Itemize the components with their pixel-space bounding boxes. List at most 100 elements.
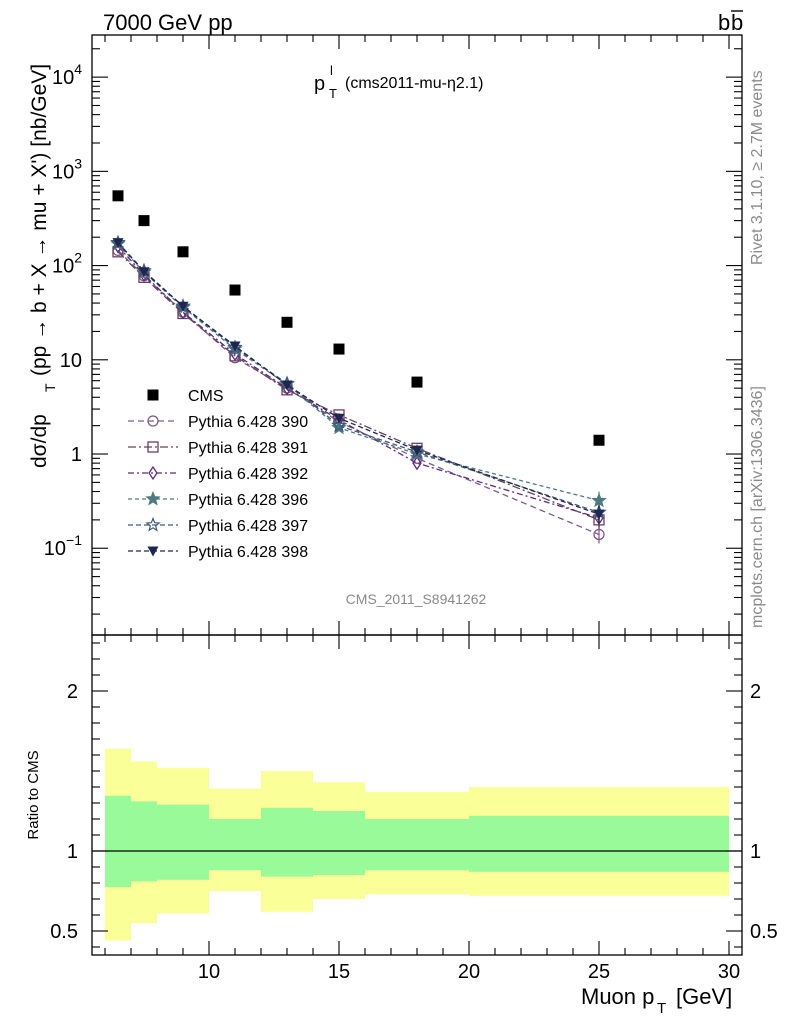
ratio-inner-band <box>131 801 157 882</box>
series-pythia-5 <box>110 234 607 522</box>
plot-title: p l T (cms2011-mu-η2.1) <box>314 63 483 101</box>
data-point <box>112 238 124 249</box>
ratio-inner-band <box>209 819 261 871</box>
plot-title-sub: T <box>329 86 337 101</box>
series-cms <box>112 190 605 446</box>
x-axis-label-main: Muon p <box>581 984 654 1009</box>
header-process-label: b b <box>718 10 743 35</box>
data-point <box>138 215 150 227</box>
data-point <box>593 528 605 541</box>
spectrum-panel: CMS Pythia 6.428 390 Pythia 6.428 391 Pythi… <box>28 34 743 636</box>
y-tick-label: 10 <box>60 350 82 372</box>
data-point <box>412 455 422 471</box>
data-point <box>593 434 605 446</box>
legend-marker <box>147 389 159 401</box>
ratio-inner-band <box>105 795 131 887</box>
legend-item: Pythia 6.428 398 <box>128 544 308 561</box>
series-pythia-6 <box>112 238 605 524</box>
y-axis-label-rest: (pp → b + X → mu + X') [nb/GeV] <box>28 64 51 376</box>
legend: CMS Pythia 6.428 390 Pythia 6.428 391 Pythi… <box>128 388 308 561</box>
x-tick-label: 30 <box>718 961 740 983</box>
ratio-inner-band <box>261 807 313 877</box>
data-point <box>594 510 604 526</box>
series-line <box>117 243 600 502</box>
data-point <box>229 341 241 352</box>
series-pythia-3 <box>113 239 604 527</box>
spectrum-series <box>110 190 607 544</box>
ratio-inner-band <box>469 815 729 872</box>
series-line <box>117 245 600 519</box>
plot-title-text: (cms2011-mu-η2.1) <box>345 75 483 92</box>
x-tick-label: 20 <box>458 961 480 983</box>
legend-label: Pythia 6.428 398 <box>188 544 308 561</box>
data-point <box>331 419 347 435</box>
data-point <box>229 284 241 296</box>
x-axis-label-sub: T <box>657 1000 666 1017</box>
ratio-y-tick-label-left: 0.5 <box>50 921 78 943</box>
plot-title-symbol: p <box>314 73 325 95</box>
y-tick-label: 103 <box>52 155 82 183</box>
legend-item: Pythia 6.428 391 <box>128 440 308 457</box>
legend-marker <box>148 465 158 481</box>
x-tick-labels: 10 15 20 25 30 <box>198 961 740 983</box>
data-point <box>331 417 347 433</box>
legend-item: Pythia 6.428 397 <box>128 516 308 535</box>
analysis-id-watermark: CMS_2011_S8941262 <box>346 591 487 607</box>
svg-text:b: b <box>718 10 730 35</box>
legend-marker <box>147 546 159 557</box>
legend-label: Pythia 6.428 390 <box>188 414 308 431</box>
data-point <box>333 413 345 424</box>
legend-item: Pythia 6.428 392 <box>128 465 308 483</box>
data-point <box>112 190 124 202</box>
ratio-inner-band <box>157 804 209 880</box>
y-tick-label: 10−1 <box>44 532 82 560</box>
series-line <box>117 242 600 514</box>
x-axis-label: Muon p T [GeV] <box>581 984 732 1017</box>
ratio-y-tick-label-left: 1 <box>67 841 78 863</box>
legend-label: Pythia 6.428 397 <box>188 518 308 535</box>
legend-item: Pythia 6.428 390 <box>128 414 308 431</box>
legend-marker <box>147 415 159 427</box>
header-process-bar: b <box>731 10 743 35</box>
header-energy-label: 7000 GeV pp <box>103 10 233 35</box>
y-tick-label: 102 <box>52 250 82 278</box>
data-point <box>593 509 605 520</box>
legend-label: CMS <box>188 388 224 405</box>
legend-marker <box>147 441 159 453</box>
legend-label: Pythia 6.428 391 <box>188 440 308 457</box>
data-point <box>138 267 150 278</box>
ratio-y-tick-label-right: 1 <box>750 841 761 863</box>
legend-item: Pythia 6.428 396 <box>128 490 308 509</box>
legend-label: Pythia 6.428 392 <box>188 466 308 483</box>
plot-title-sup: l <box>330 63 333 78</box>
ratio-y-tick-labels: 0.5 0.5 1 1 2 2 <box>50 681 778 943</box>
y-axis-label-main: dσ/dp <box>28 414 51 468</box>
mcplots-label: mcplots.cern.ch [arXiv:1306.3436] <box>749 386 766 628</box>
ratio-y-axis-label: Ratio to CMS <box>25 750 42 839</box>
data-point <box>177 301 189 312</box>
series-line <box>117 249 600 536</box>
ratio-panel: 0.5 0.5 1 1 2 2 10 15 20 25 30 Ratio to CMS Muon … <box>25 634 778 1017</box>
rivet-version-label: Rivet 3.1.10, ≥ 2.7M events <box>749 70 766 265</box>
data-point <box>177 246 189 258</box>
ratio-bands <box>105 748 729 941</box>
spectrum-y-axis-label: dσ/dp T (pp → b + X → mu + X') [nb/GeV] <box>28 64 58 468</box>
series-line <box>117 242 600 515</box>
ratio-y-tick-label-right: 0.5 <box>750 921 778 943</box>
legend-item: CMS <box>147 388 224 405</box>
x-tick-label: 15 <box>328 961 350 983</box>
data-point <box>411 445 423 456</box>
data-point <box>333 343 345 355</box>
ratio-axis-ticks <box>92 635 742 955</box>
data-point <box>411 376 423 388</box>
legend-marker <box>145 516 161 532</box>
series-pythia-2 <box>112 246 605 529</box>
series-pythia-1 <box>112 244 605 544</box>
series-pythia-4 <box>110 235 607 510</box>
data-point <box>281 316 293 328</box>
legend-marker <box>145 490 161 506</box>
series-line <box>117 251 600 521</box>
y-axis-label-sub: T <box>42 383 58 392</box>
x-axis-label-rest: [GeV] <box>676 984 732 1009</box>
